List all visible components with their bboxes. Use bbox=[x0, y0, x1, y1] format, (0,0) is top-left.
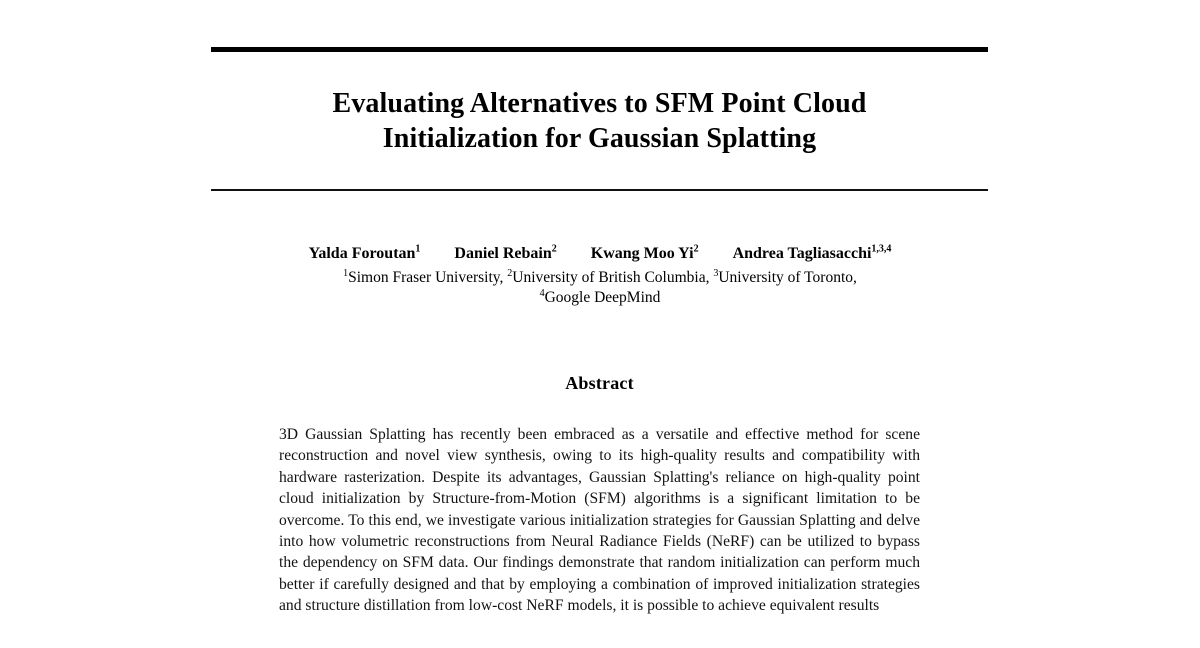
author-1-name: Daniel Rebain bbox=[454, 245, 552, 262]
title-line-1: Evaluating Alternatives to SFM Point Clo… bbox=[332, 88, 867, 119]
header-rule-thick bbox=[211, 47, 988, 52]
author-3-affil-mark: 1,3,4 bbox=[871, 243, 892, 255]
affil-text-3: University of Toronto, bbox=[718, 269, 857, 286]
author-name-list: Yalda Foroutan1 Daniel Rebain2 Kwang Moo Y… bbox=[180, 243, 1020, 264]
affiliation-line-1: 1Simon Fraser University, 2University of… bbox=[180, 268, 1020, 288]
title-line-2: Initialization for Gaussian Splatting bbox=[382, 123, 817, 154]
affil-text-2: University of British Columbia, bbox=[512, 269, 714, 286]
page-title: Evaluating Alternatives to SFM Point Clo… bbox=[211, 86, 988, 156]
author-2: Kwang Moo Yi2 bbox=[591, 243, 699, 264]
author-0: Yalda Foroutan1 bbox=[309, 243, 421, 264]
author-1-affil-mark: 2 bbox=[551, 243, 557, 255]
abstract-heading: Abstract bbox=[565, 373, 634, 393]
affiliation-line-2: 4Google DeepMind bbox=[180, 288, 1020, 308]
arxiv-margin-stamp: [cs.CV] 23 May 2024 bbox=[0, 0, 110, 648]
affil-mark-4: 4 bbox=[539, 287, 545, 299]
abstract-paragraph: 3D Gaussian Splatting has recently been … bbox=[279, 426, 920, 615]
affil-mark-3: 3 bbox=[713, 267, 719, 279]
author-0-name: Yalda Foroutan bbox=[308, 245, 416, 262]
author-3: Andrea Tagliasacchi1,3,4 bbox=[733, 243, 892, 264]
authors-block: Yalda Foroutan1 Daniel Rebain2 Kwang Moo Y… bbox=[180, 243, 1020, 308]
abstract-body: 3D Gaussian Splatting has recently been … bbox=[279, 424, 920, 617]
arxiv-stamp-text: [cs.CV] 23 May 2024 bbox=[53, 315, 88, 648]
author-3-name: Andrea Tagliasacchi bbox=[732, 245, 872, 262]
affil-mark-2: 2 bbox=[507, 267, 513, 279]
author-0-affil-mark: 1 bbox=[415, 243, 421, 255]
affil-mark-1: 1 bbox=[343, 267, 349, 279]
affiliation-list: 1Simon Fraser University, 2University of… bbox=[180, 268, 1020, 308]
affil-text-1: Simon Fraser University, bbox=[348, 269, 508, 286]
author-2-name: Kwang Moo Yi bbox=[590, 245, 694, 262]
title-rule-thin bbox=[211, 189, 988, 191]
affil-text-4: Google DeepMind bbox=[544, 289, 661, 306]
author-1: Daniel Rebain2 bbox=[454, 243, 556, 264]
author-2-affil-mark: 2 bbox=[693, 243, 699, 255]
